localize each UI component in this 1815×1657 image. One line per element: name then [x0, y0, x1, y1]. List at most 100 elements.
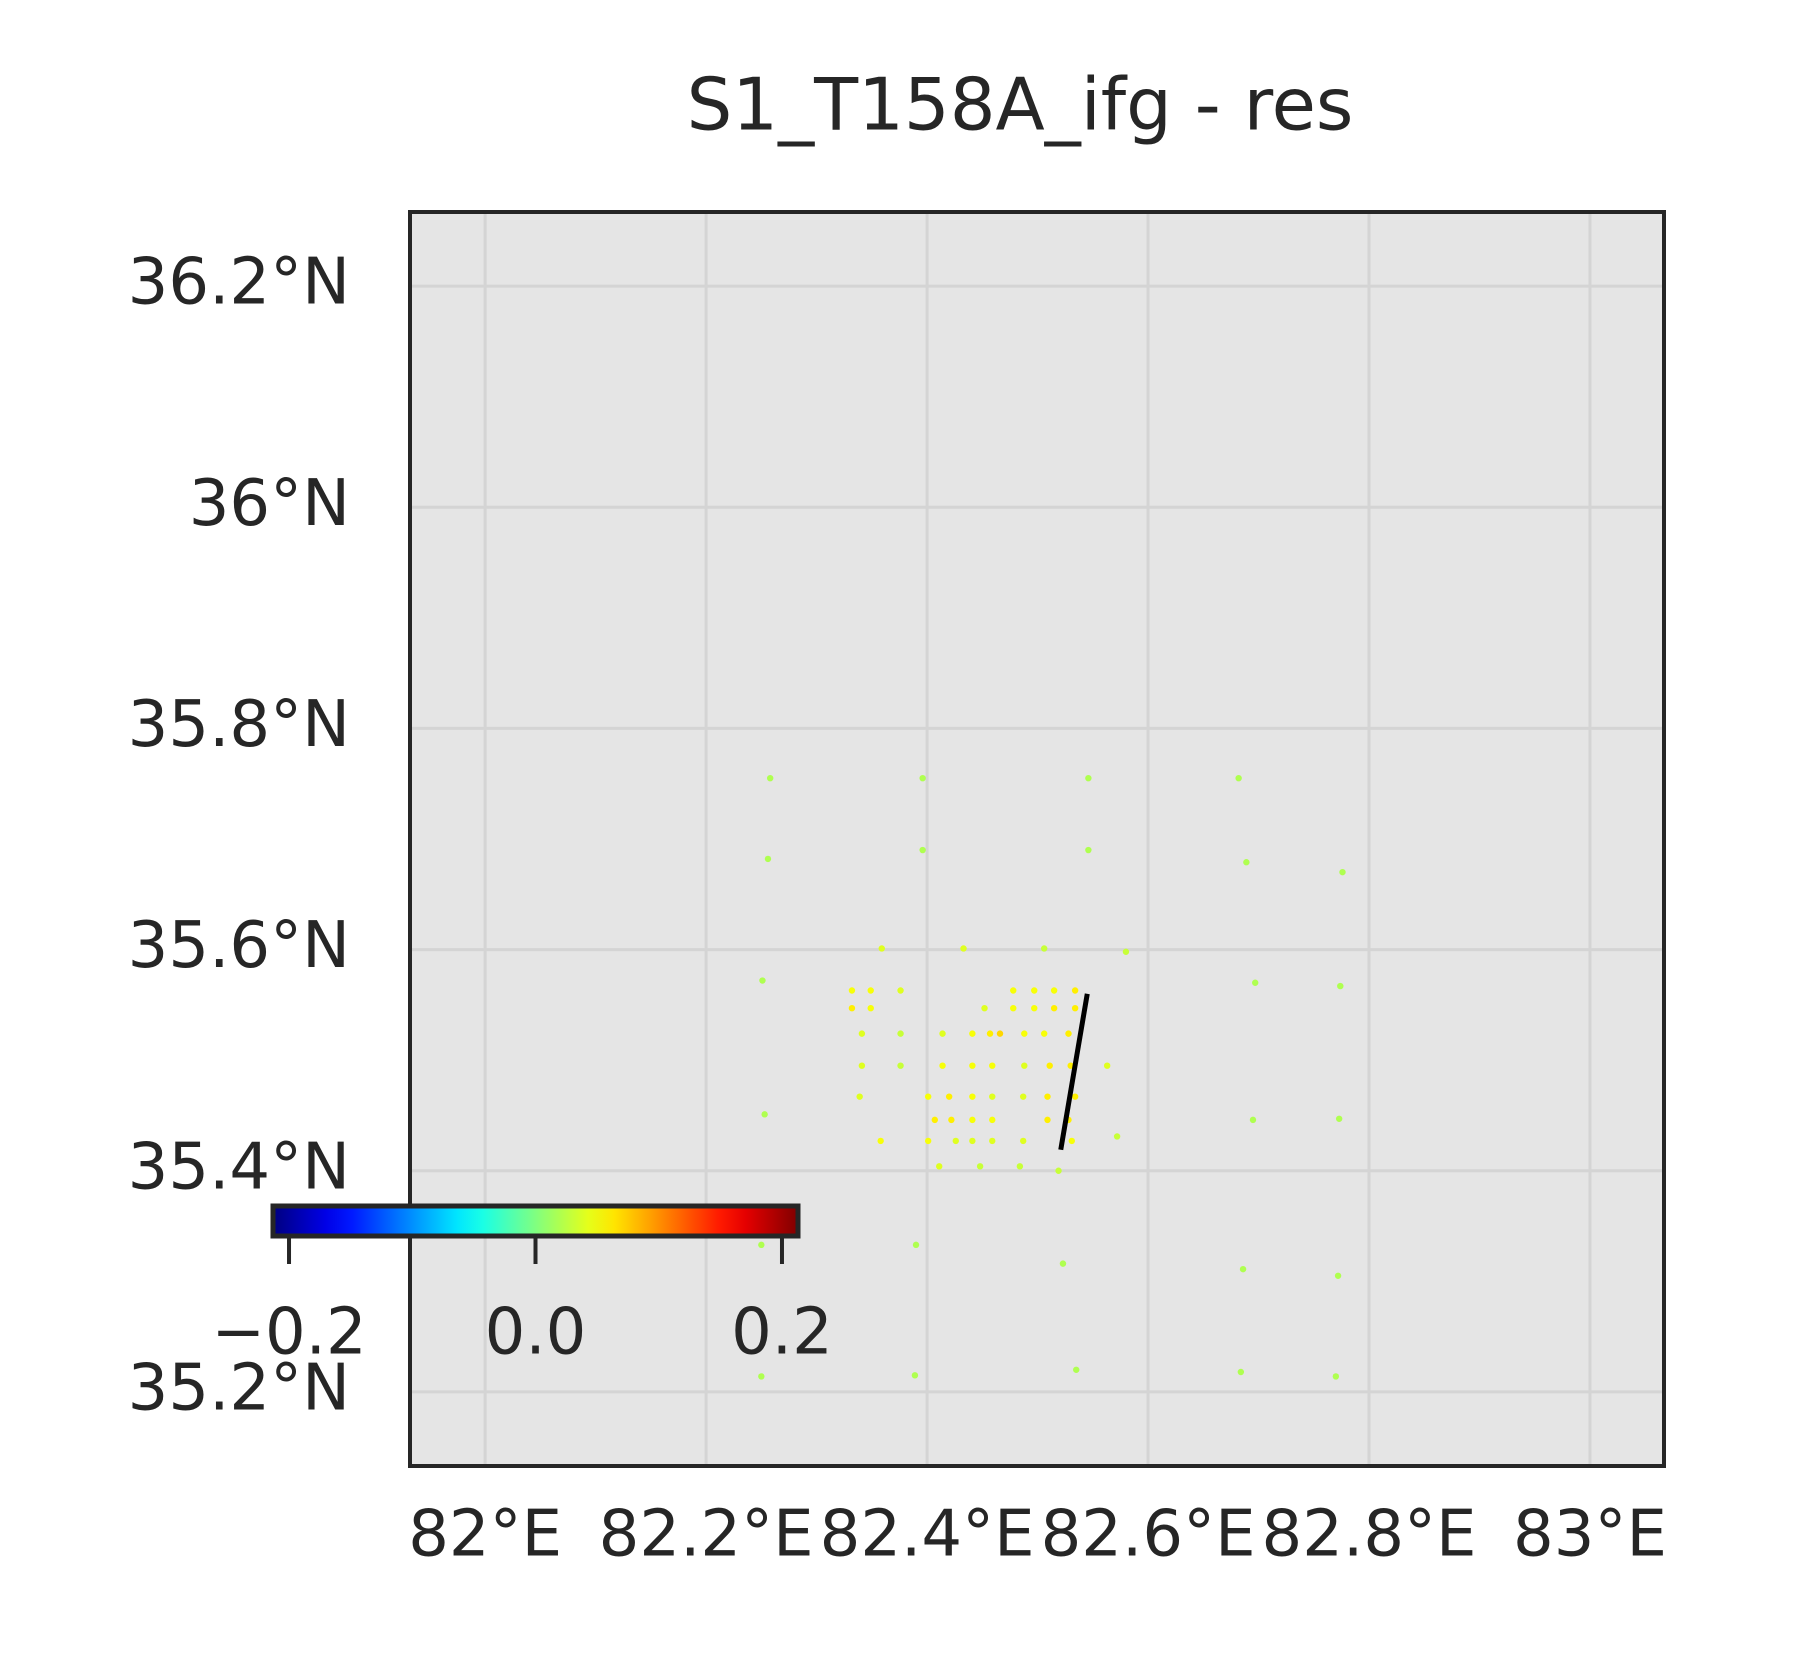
point — [939, 1030, 946, 1037]
point — [897, 1030, 904, 1037]
point — [1085, 774, 1092, 782]
point — [1103, 1062, 1111, 1069]
point — [1335, 1115, 1343, 1122]
point — [969, 1062, 976, 1069]
point — [1050, 987, 1058, 994]
plot-background — [410, 212, 1664, 1466]
point — [877, 1137, 884, 1145]
point — [939, 1062, 946, 1069]
point — [960, 945, 967, 952]
point — [1337, 982, 1344, 990]
x-tick-label: 82°E — [408, 1498, 562, 1572]
y-tick-label: 35.8°N — [128, 688, 350, 762]
point — [996, 1030, 1004, 1037]
x-tick-label: 82.2°E — [599, 1498, 814, 1572]
point — [1021, 1030, 1028, 1037]
point — [1073, 1366, 1080, 1373]
point — [867, 987, 874, 994]
point — [1016, 1163, 1024, 1170]
point — [1122, 948, 1130, 955]
point — [936, 1163, 943, 1170]
chart-title: S1_T158A_ifg - res — [687, 63, 1354, 147]
point — [1040, 945, 1048, 952]
point — [1010, 1004, 1017, 1012]
point — [1339, 868, 1346, 876]
point — [924, 1093, 932, 1100]
point — [758, 1373, 765, 1380]
point — [1085, 846, 1092, 854]
point — [1040, 1030, 1048, 1037]
point — [976, 1163, 984, 1170]
point — [912, 1241, 920, 1249]
point — [1249, 1116, 1257, 1124]
point — [1031, 987, 1038, 994]
y-tick-label: 35.2°N — [128, 1351, 350, 1425]
point — [858, 1062, 866, 1069]
point — [848, 987, 856, 994]
point — [856, 1093, 863, 1100]
x-tick-label: 82.6°E — [1041, 1498, 1256, 1572]
point — [1071, 1093, 1079, 1100]
plot-frame — [408, 210, 1666, 1468]
point — [1071, 1004, 1079, 1012]
point — [919, 846, 926, 854]
y-tick-label: 36.2°N — [128, 246, 350, 320]
point — [981, 1004, 988, 1012]
point — [1252, 979, 1259, 986]
colorbar-tick-label: 0.0 — [485, 1296, 587, 1370]
point — [989, 1093, 996, 1100]
point — [1021, 1062, 1028, 1069]
point — [1235, 774, 1242, 782]
point — [1031, 1004, 1038, 1012]
point — [911, 1372, 919, 1379]
point — [931, 1116, 939, 1124]
x-tick-label: 82.4°E — [820, 1498, 1035, 1572]
point — [1068, 1137, 1076, 1145]
point — [924, 1137, 932, 1145]
point — [1334, 1272, 1342, 1279]
point — [952, 1137, 959, 1145]
point — [945, 1093, 953, 1100]
point — [766, 774, 774, 782]
point — [1065, 1030, 1072, 1037]
point — [919, 774, 926, 782]
point — [1010, 987, 1017, 994]
fault-trace — [1058, 993, 1090, 1151]
x-tick-label: 82.8°E — [1262, 1498, 1477, 1572]
point — [989, 1137, 996, 1145]
point — [1019, 1093, 1027, 1100]
point — [897, 987, 904, 994]
y-tick-label: 35.4°N — [128, 1130, 350, 1204]
colorbar-tick-label: 0.2 — [731, 1296, 833, 1370]
point — [1243, 859, 1250, 866]
point — [1239, 1265, 1247, 1273]
point — [1019, 1137, 1027, 1145]
point — [878, 945, 885, 952]
point — [867, 1004, 874, 1012]
point — [969, 1116, 976, 1124]
point — [1046, 1062, 1053, 1069]
point — [948, 1116, 955, 1124]
point — [1071, 987, 1079, 994]
point — [1059, 1260, 1067, 1267]
point — [1044, 1116, 1051, 1124]
point — [764, 855, 772, 863]
point — [989, 1116, 996, 1124]
point — [758, 1241, 765, 1249]
point — [1237, 1368, 1245, 1376]
point — [969, 1093, 976, 1100]
colorbar-tick-label: −0.2 — [211, 1296, 366, 1370]
point — [761, 1111, 768, 1118]
point — [969, 1030, 976, 1037]
point — [1050, 1004, 1058, 1012]
point — [897, 1062, 904, 1069]
point — [969, 1137, 976, 1145]
point — [989, 1062, 996, 1069]
point — [1113, 1133, 1121, 1140]
y-tick-label: 36°N — [189, 467, 350, 541]
point — [1055, 1167, 1062, 1174]
point — [759, 977, 766, 984]
point — [848, 1004, 856, 1012]
